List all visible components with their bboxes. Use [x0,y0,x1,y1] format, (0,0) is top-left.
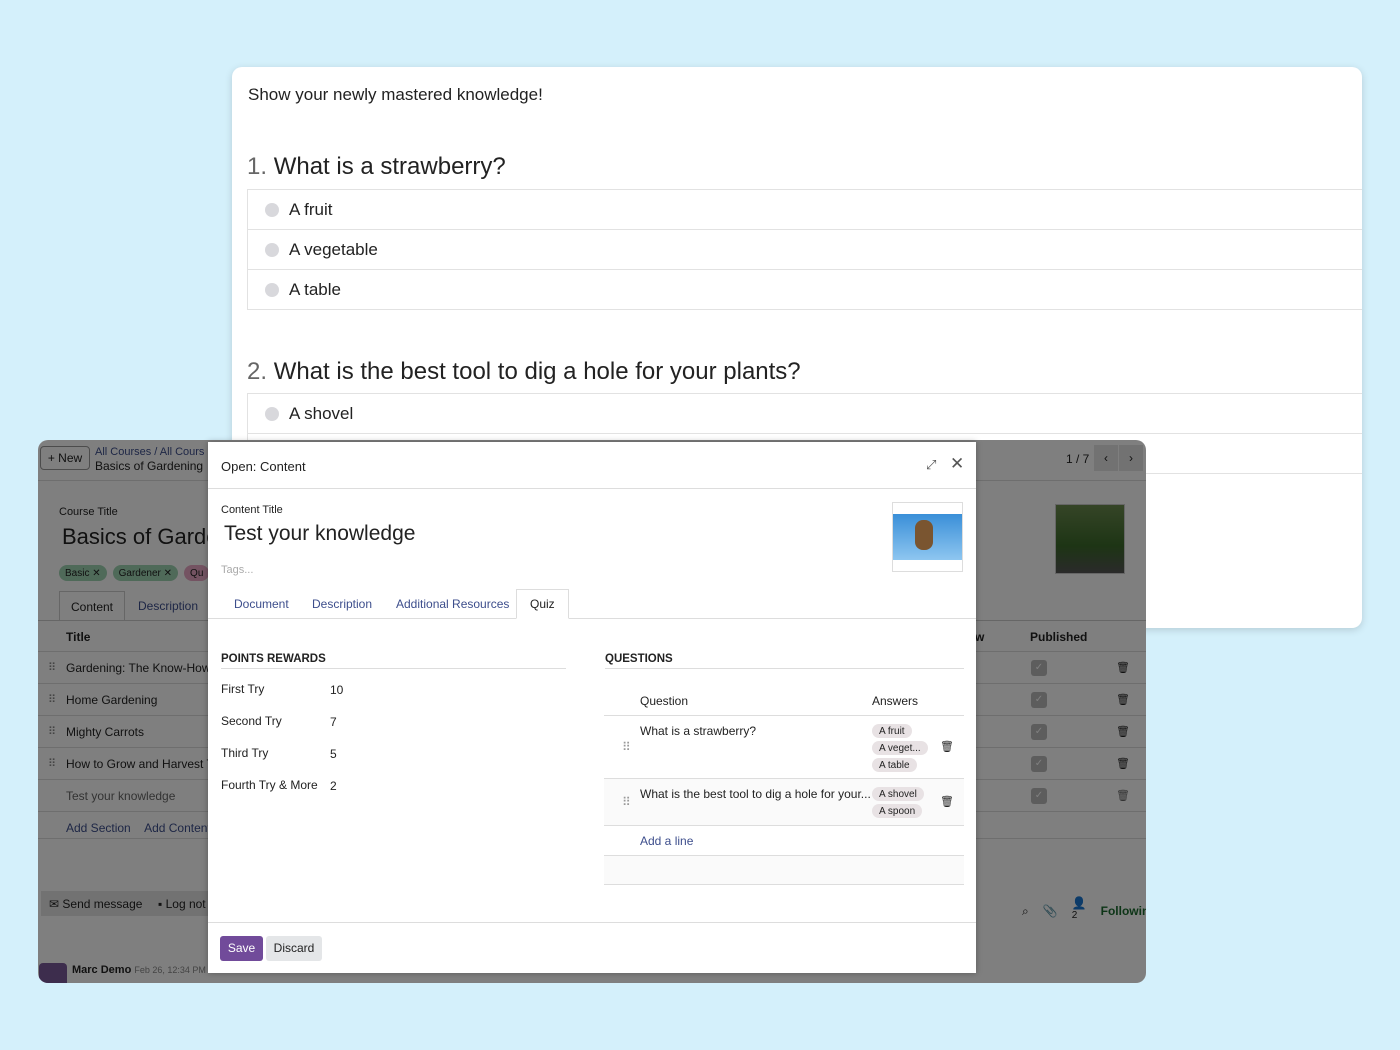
discard-button[interactable]: Discard [266,936,322,961]
questions-header: QUESTIONS [605,653,964,669]
answer-tag: A veget... [872,741,928,755]
drag-handle-icon[interactable]: ⠿ [622,795,631,809]
points-label: First Try [221,682,265,696]
option-a-fruit[interactable]: A fruit [247,189,1362,230]
question-1-heading: 1. What is a strawberry? [247,153,506,180]
points-label: Second Try [221,714,282,728]
questions-table-header: Question Answers [604,682,964,716]
close-icon[interactable]: ✕ [950,454,965,473]
points-value[interactable]: 10 [330,683,344,697]
tab-document[interactable]: Document [234,597,289,611]
trash-icon[interactable]: 🗑 [940,741,954,753]
tab-description[interactable]: Description [312,597,373,611]
points-value[interactable]: 2 [330,779,337,793]
points-value[interactable]: 7 [330,715,337,729]
points-label: Fourth Try & More [221,778,318,792]
content-title-input[interactable]: Test your knowledge [224,522,416,545]
radio-icon[interactable] [265,202,279,217]
option-a-table[interactable]: A table [247,269,1362,310]
expand-icon[interactable]: ⤢ [926,457,937,472]
answer-tag: A shovel [872,787,924,801]
drag-handle-icon[interactable]: ⠿ [622,740,631,754]
add-line-row: Add a line [604,826,964,856]
content-dialog: Open: Content ⤢ ✕ Content Title Test you… [208,442,976,973]
points-value[interactable]: 5 [330,747,337,761]
points-label: Third Try [221,746,269,760]
content-title-label: Content Title [221,504,283,516]
radio-icon[interactable] [265,282,279,297]
add-line-link[interactable]: Add a line [640,834,694,848]
option-a-shovel[interactable]: A shovel [247,393,1362,434]
answer-tag: A spoon [872,804,923,818]
points-rewards-header: POINTS REWARDS [221,653,566,669]
tab-quiz[interactable]: Quiz [516,589,569,619]
tags-input[interactable]: Tags... [221,564,254,576]
answer-tag: A table [872,758,917,772]
question-row[interactable]: ⠿ What is a strawberry? A fruit A veget.… [604,716,964,779]
question-row[interactable]: ⠿ What is the best tool to dig a hole fo… [604,779,964,826]
content-image[interactable] [892,502,963,572]
question-2-heading: 2. What is the best tool to dig a hole f… [247,358,801,385]
save-button[interactable]: Save [220,936,263,961]
dialog-title: Open: Content [221,459,306,474]
option-a-vegetable[interactable]: A vegetable [247,229,1362,270]
radio-icon[interactable] [265,242,279,257]
tab-additional-resources[interactable]: Additional Resources [396,597,510,611]
trash-icon[interactable]: 🗑 [940,796,954,808]
radio-icon[interactable] [265,406,279,421]
answer-tag: A fruit [872,724,912,738]
quiz-intro: Show your newly mastered knowledge! [248,85,543,104]
